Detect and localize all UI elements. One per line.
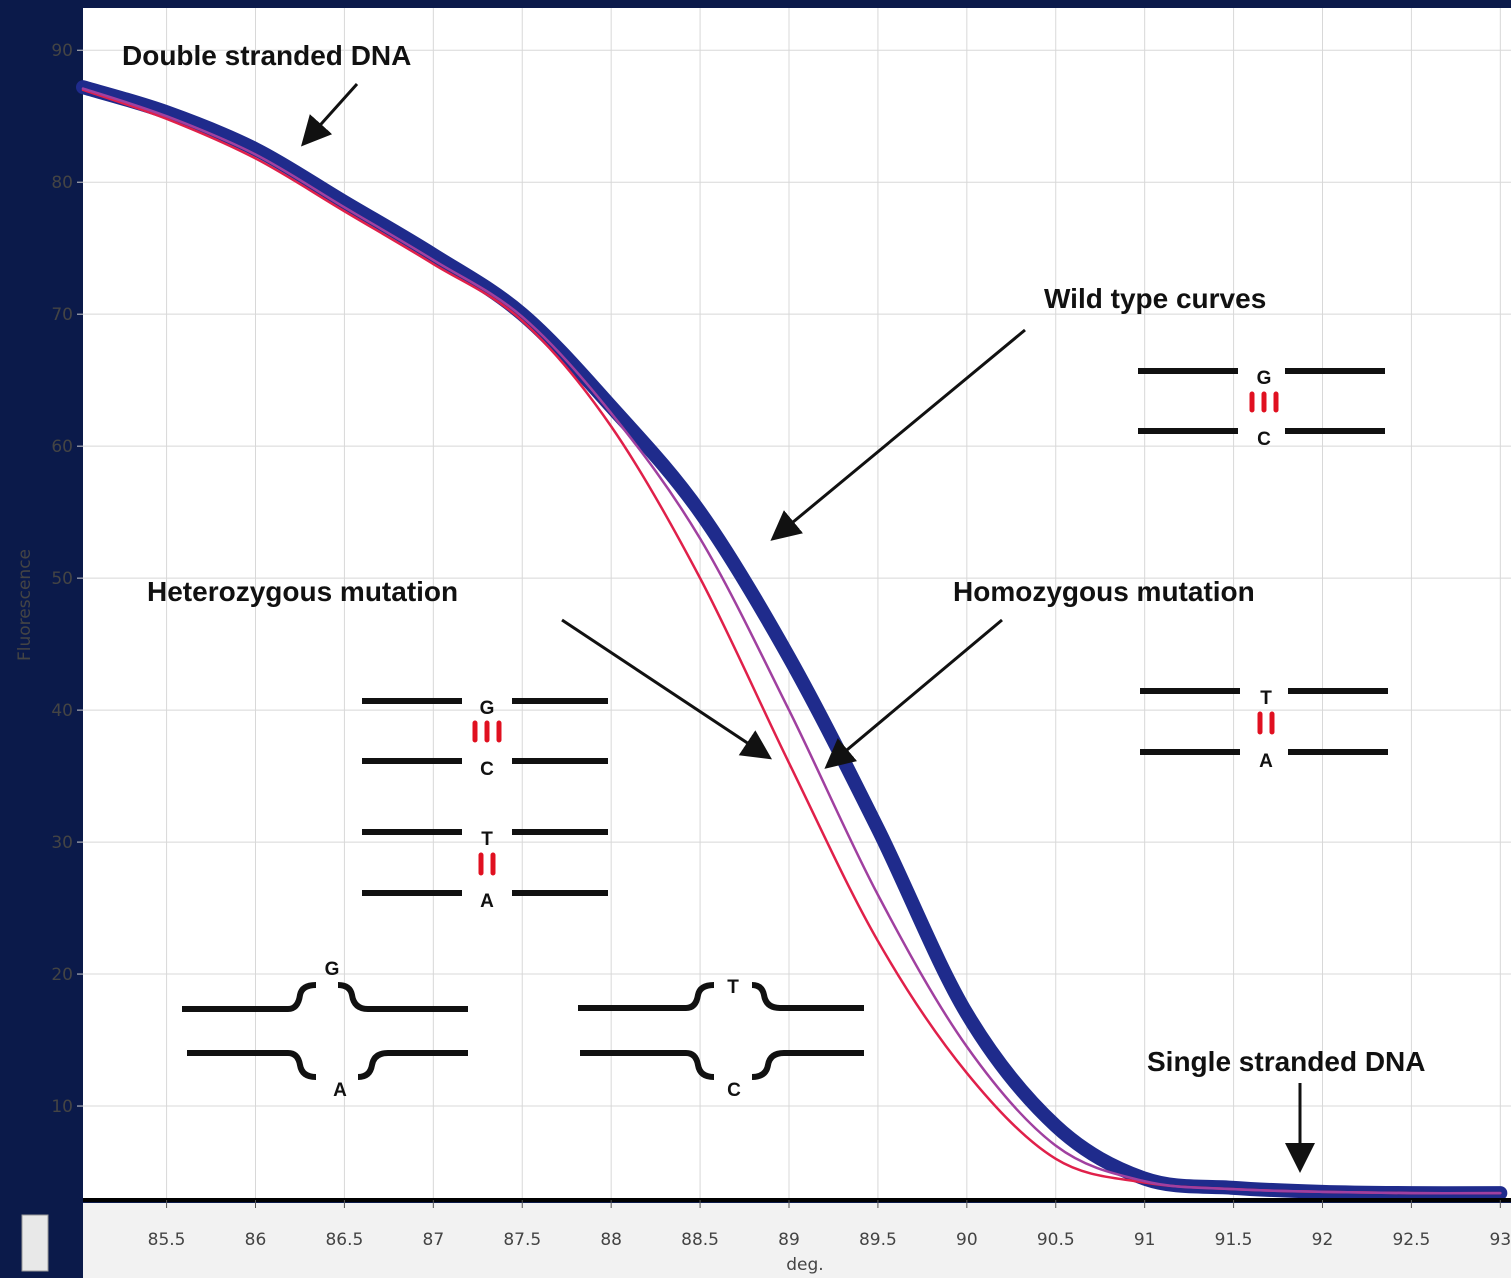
x-tick-label: 85.5 [148, 1230, 186, 1250]
x-tick-label: 89 [778, 1230, 800, 1250]
base: T [1260, 688, 1272, 709]
strand [1138, 368, 1385, 434]
base: C [727, 1080, 741, 1101]
annotation: Double stranded DNA [122, 40, 411, 71]
strand [1140, 688, 1388, 755]
hbond [1249, 391, 1279, 413]
dna-diagrams: G C G C T A T A G A T C [182, 368, 1388, 1101]
strand [362, 698, 608, 896]
x-axis-label: deg. [786, 1255, 823, 1275]
base: G [325, 959, 340, 980]
strand [182, 982, 468, 1080]
base: C [1257, 429, 1271, 450]
hbond [472, 720, 502, 876]
base: T [481, 829, 493, 850]
y-tick-label: 50 [51, 569, 73, 589]
x-tick-label: 92 [1312, 1230, 1334, 1250]
axis-band [83, 1203, 1511, 1278]
y-tick-label: 60 [51, 437, 73, 457]
base: G [1257, 368, 1272, 389]
tool-icon[interactable] [21, 1214, 49, 1272]
arrow [770, 328, 1026, 541]
arrow [561, 618, 772, 760]
y-tick-label: 70 [51, 305, 73, 325]
plot-area [83, 8, 1511, 1200]
y-axis-label: Fluorescence [15, 549, 35, 661]
x-tick-label: 93 [1490, 1230, 1511, 1250]
melt-curve [81, 87, 1502, 1195]
annotation: Single stranded DNA [1147, 1046, 1425, 1077]
annotations: Double stranded DNA Wild type curves Het… [122, 40, 1425, 1173]
annotation: Heterozygous mutation [147, 576, 458, 607]
curves [76, 80, 1508, 1201]
y-tick-label: 90 [51, 41, 73, 61]
arrow [824, 618, 1003, 769]
base: A [480, 891, 494, 912]
base: G [480, 698, 495, 719]
grid [83, 8, 1511, 1200]
annotation: Homozygous mutation [953, 576, 1255, 607]
x-tick-label: 86.5 [325, 1230, 363, 1250]
x-tick-label: 90 [956, 1230, 978, 1250]
y-tick-label: 80 [51, 173, 73, 193]
x-tick-label: 88.5 [681, 1230, 719, 1250]
x-tick-label: 88 [600, 1230, 622, 1250]
y-tick-label: 40 [51, 701, 73, 721]
annotation: Wild type curves [1044, 283, 1266, 314]
base: A [333, 1080, 347, 1101]
x-tick-label: 87.5 [503, 1230, 541, 1250]
hbond [1257, 711, 1275, 735]
base: T [727, 977, 739, 998]
x-tick-label: 86 [245, 1230, 267, 1250]
base: A [1259, 751, 1273, 772]
y-tick-label: 10 [51, 1097, 73, 1117]
base: C [480, 759, 494, 780]
y-tick-label: 30 [51, 833, 73, 853]
x-tick-label: 91 [1134, 1230, 1156, 1250]
y-tick-label: 20 [51, 965, 73, 985]
x-tick-label: 90.5 [1037, 1230, 1075, 1250]
x-tick-label: 87 [423, 1230, 445, 1250]
x-tick-label: 89.5 [859, 1230, 897, 1250]
strand [578, 982, 864, 1080]
arrow [300, 82, 359, 147]
x-tick-label: 91.5 [1215, 1230, 1253, 1250]
melt-curve [76, 80, 1508, 1201]
x-tick-label: 92.5 [1392, 1230, 1430, 1250]
